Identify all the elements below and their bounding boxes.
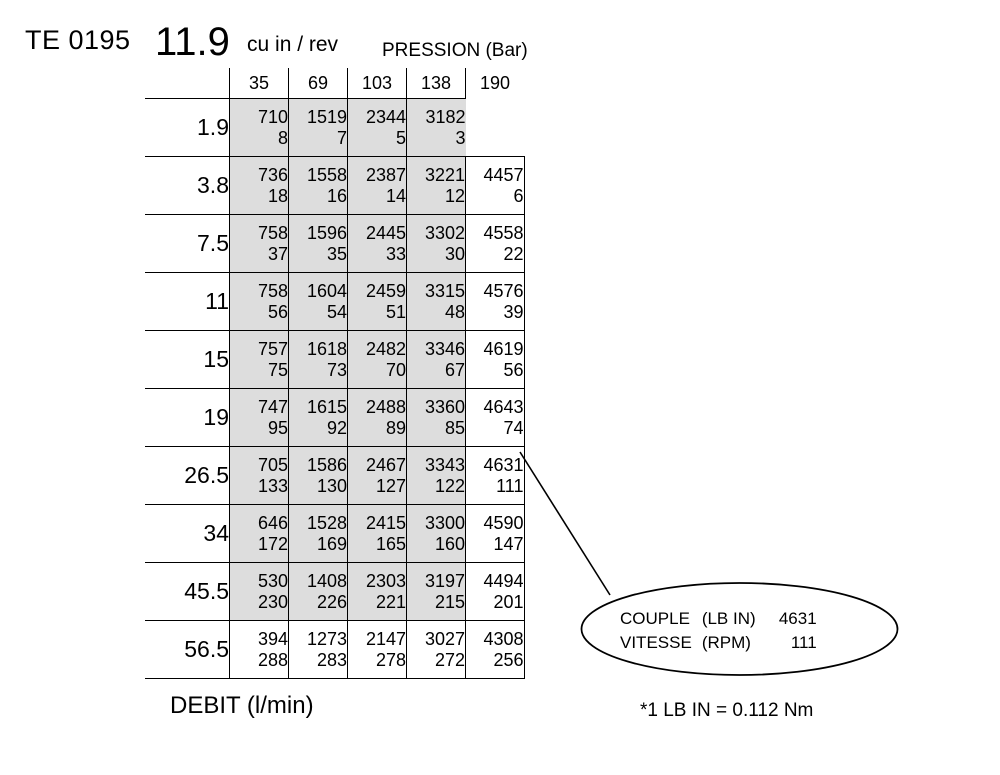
data-cell: 75775 — [230, 331, 289, 389]
flow-label: 11 — [145, 273, 230, 331]
data-cell: 464374 — [466, 389, 525, 447]
data-cell: 75856 — [230, 273, 289, 331]
flow-label: 7.5 — [145, 215, 230, 273]
data-cell: 7108 — [230, 99, 289, 157]
data-cell: 3300160 — [407, 505, 466, 563]
data-cell: 705133 — [230, 447, 289, 505]
footnote: *1 LB IN = 0.112 Nm — [640, 700, 813, 722]
displacement-unit: cu in / rev — [241, 33, 338, 56]
flow-label: 3.8 — [145, 157, 230, 215]
data-cell: 248270 — [348, 331, 407, 389]
data-cell: 15197 — [289, 99, 348, 157]
data-cell: 457639 — [466, 273, 525, 331]
pressure-header: 138 — [407, 68, 466, 99]
callout-bubble: COUPLE (LB IN) 4631 VITESSE (RPM) 111 — [578, 579, 901, 679]
data-cell: 461956 — [466, 331, 525, 389]
callout-couple-value: 4631 — [766, 608, 825, 630]
data-cell: 44576 — [466, 157, 525, 215]
data-cell: 322112 — [407, 157, 466, 215]
data-cell: 248889 — [348, 389, 407, 447]
data-cell: 161592 — [289, 389, 348, 447]
pressure-header: 69 — [289, 68, 348, 99]
data-cell: 2415165 — [348, 505, 407, 563]
pressure-axis-label: PRESSION (Bar) — [382, 40, 528, 62]
data-cell: 336085 — [407, 389, 466, 447]
performance-table: 3569103138190 1.97108151972344531823 3.873… — [145, 68, 525, 679]
data-cell: 2147278 — [348, 621, 407, 679]
data-cell: 1408226 — [289, 563, 348, 621]
data-cell: 3027272 — [407, 621, 466, 679]
flow-axis-label: DEBIT (l/min) — [170, 692, 314, 720]
data-cell: 4494201 — [466, 563, 525, 621]
flow-label: 34 — [145, 505, 230, 563]
data-cell: 4308256 — [466, 621, 525, 679]
data-cell: 245951 — [348, 273, 407, 331]
data-cell: 75837 — [230, 215, 289, 273]
data-cell: 23445 — [348, 99, 407, 157]
callout-vitesse-value: 111 — [766, 632, 825, 654]
callout-couple-unit: (LB IN) — [702, 608, 764, 630]
data-cell: 1528169 — [289, 505, 348, 563]
data-cell: 161873 — [289, 331, 348, 389]
data-cell: 244533 — [348, 215, 407, 273]
pressure-header: 103 — [348, 68, 407, 99]
data-cell: 3197215 — [407, 563, 466, 621]
data-cell: 4590147 — [466, 505, 525, 563]
data-cell: 3343122 — [407, 447, 466, 505]
data-cell: 1586130 — [289, 447, 348, 505]
data-cell: 646172 — [230, 505, 289, 563]
data-cell: 160454 — [289, 273, 348, 331]
callout-vitesse-unit: (RPM) — [702, 632, 764, 654]
flow-label: 15 — [145, 331, 230, 389]
data-cell: 394288 — [230, 621, 289, 679]
data-cell: 331548 — [407, 273, 466, 331]
displacement: 11.9 cu in / rev — [155, 20, 338, 65]
model-code: TE 0195 — [25, 25, 131, 56]
data-cell: 73618 — [230, 157, 289, 215]
data-cell: 159635 — [289, 215, 348, 273]
data-cell: 4631111 — [466, 447, 525, 505]
data-cell: 2303221 — [348, 563, 407, 621]
callout-couple-label: COUPLE — [620, 608, 700, 630]
data-cell: 330230 — [407, 215, 466, 273]
data-cell: 530230 — [230, 563, 289, 621]
data-cell: 334667 — [407, 331, 466, 389]
pressure-header: 190 — [466, 68, 525, 99]
data-cell: 2467127 — [348, 447, 407, 505]
flow-label: 56.5 — [145, 621, 230, 679]
flow-label: 1.9 — [145, 99, 230, 157]
flow-label: 45.5 — [145, 563, 230, 621]
data-cell: 74795 — [230, 389, 289, 447]
callout-content: COUPLE (LB IN) 4631 VITESSE (RPM) 111 — [618, 606, 827, 656]
pressure-header: 35 — [230, 68, 289, 99]
displacement-value: 11.9 — [155, 20, 230, 64]
data-cell: 155816 — [289, 157, 348, 215]
data-cell: 238714 — [348, 157, 407, 215]
data-cell — [466, 99, 525, 157]
callout-vitesse-label: VITESSE — [620, 632, 700, 654]
flow-label: 19 — [145, 389, 230, 447]
data-cell: 31823 — [407, 99, 466, 157]
flow-label: 26.5 — [145, 447, 230, 505]
data-cell: 455822 — [466, 215, 525, 273]
data-cell: 1273283 — [289, 621, 348, 679]
